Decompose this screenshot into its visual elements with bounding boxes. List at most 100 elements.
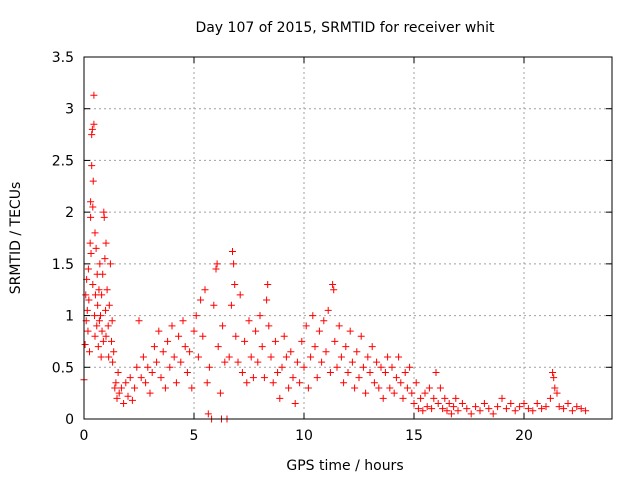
data-point (467, 410, 475, 418)
data-point (205, 363, 213, 371)
data-point (502, 405, 510, 413)
data-point (403, 384, 411, 392)
data-point (256, 312, 264, 320)
data-point (245, 317, 253, 325)
data-point (89, 203, 97, 211)
data-point (412, 379, 420, 387)
data-point (183, 368, 191, 376)
data-point (100, 213, 108, 221)
data-point (139, 353, 147, 361)
data-point (511, 407, 519, 415)
data-point (265, 322, 273, 330)
data-point (94, 301, 102, 309)
data-point (553, 389, 561, 397)
data-point (213, 260, 221, 268)
data-point (307, 353, 315, 361)
plot-frame (83, 56, 613, 420)
data-point (263, 296, 271, 304)
data-point (375, 384, 383, 392)
data-point (91, 291, 99, 299)
data-point (384, 353, 392, 361)
data-point (476, 407, 484, 415)
data-point (399, 394, 407, 402)
data-point (516, 403, 524, 411)
data-point (142, 379, 150, 387)
data-point (428, 405, 436, 413)
data-point (91, 229, 99, 237)
y-tick-label: 3 (65, 102, 74, 118)
data-point (373, 358, 381, 366)
data-point (278, 363, 286, 371)
data-point (452, 394, 460, 402)
data-point (441, 394, 449, 402)
y-tick-label: 2.5 (52, 153, 74, 169)
data-point (115, 389, 123, 397)
data-point (210, 301, 218, 309)
data-point (550, 374, 558, 382)
data-point (254, 358, 262, 366)
data-point (231, 281, 239, 289)
data-point (436, 384, 444, 392)
data-point (214, 343, 222, 351)
data-point (447, 410, 455, 418)
data-point (148, 368, 156, 376)
data-point (157, 374, 165, 382)
data-point (309, 312, 317, 320)
data-point (135, 317, 143, 325)
data-point (485, 405, 493, 413)
data-point (331, 337, 339, 345)
data-point (109, 358, 117, 366)
x-tick-labels: 0 5 10 15 20 (80, 428, 533, 444)
data-point (260, 374, 268, 382)
data-point (124, 392, 132, 400)
data-point (264, 281, 272, 289)
data-point (186, 348, 194, 356)
data-point (159, 348, 167, 356)
data-point (192, 312, 200, 320)
data-point (289, 374, 297, 382)
data-point (249, 374, 257, 382)
data-point (105, 301, 113, 309)
data-point (110, 348, 118, 356)
data-point (92, 244, 100, 252)
data-point (128, 396, 136, 404)
data-point (392, 374, 400, 382)
data-point (379, 394, 387, 402)
data-point (362, 389, 370, 397)
data-point (313, 374, 321, 382)
data-point (304, 384, 312, 392)
data-point (364, 353, 372, 361)
data-point (542, 403, 550, 411)
data-point (102, 306, 110, 314)
data-point (87, 213, 95, 221)
data-point (164, 337, 172, 345)
data-point (232, 332, 240, 340)
data-point (546, 394, 554, 402)
data-point (104, 322, 112, 330)
data-point (87, 198, 95, 206)
data-point (168, 322, 176, 330)
data-point (252, 327, 260, 335)
data-point (421, 389, 429, 397)
y-axis-label: SRMTID / TECUs (8, 182, 24, 295)
data-point (520, 399, 528, 407)
data-point (101, 255, 109, 263)
data-point (333, 363, 341, 371)
data-point (293, 358, 301, 366)
data-point (353, 348, 361, 356)
data-point (89, 281, 97, 289)
data-point (337, 353, 345, 361)
data-point (287, 348, 295, 356)
data-point (271, 337, 279, 345)
data-point (423, 403, 431, 411)
data-point (296, 379, 304, 387)
data-point (538, 405, 546, 413)
y-tick-labels: 0 0.5 1 1.5 2 2.5 3 3.5 (52, 50, 74, 428)
data-point (108, 337, 115, 345)
data-point (529, 407, 537, 415)
data-point (102, 239, 110, 247)
data-point (568, 407, 576, 415)
data-point (106, 260, 114, 268)
data-point (103, 286, 111, 294)
data-points (80, 91, 590, 423)
